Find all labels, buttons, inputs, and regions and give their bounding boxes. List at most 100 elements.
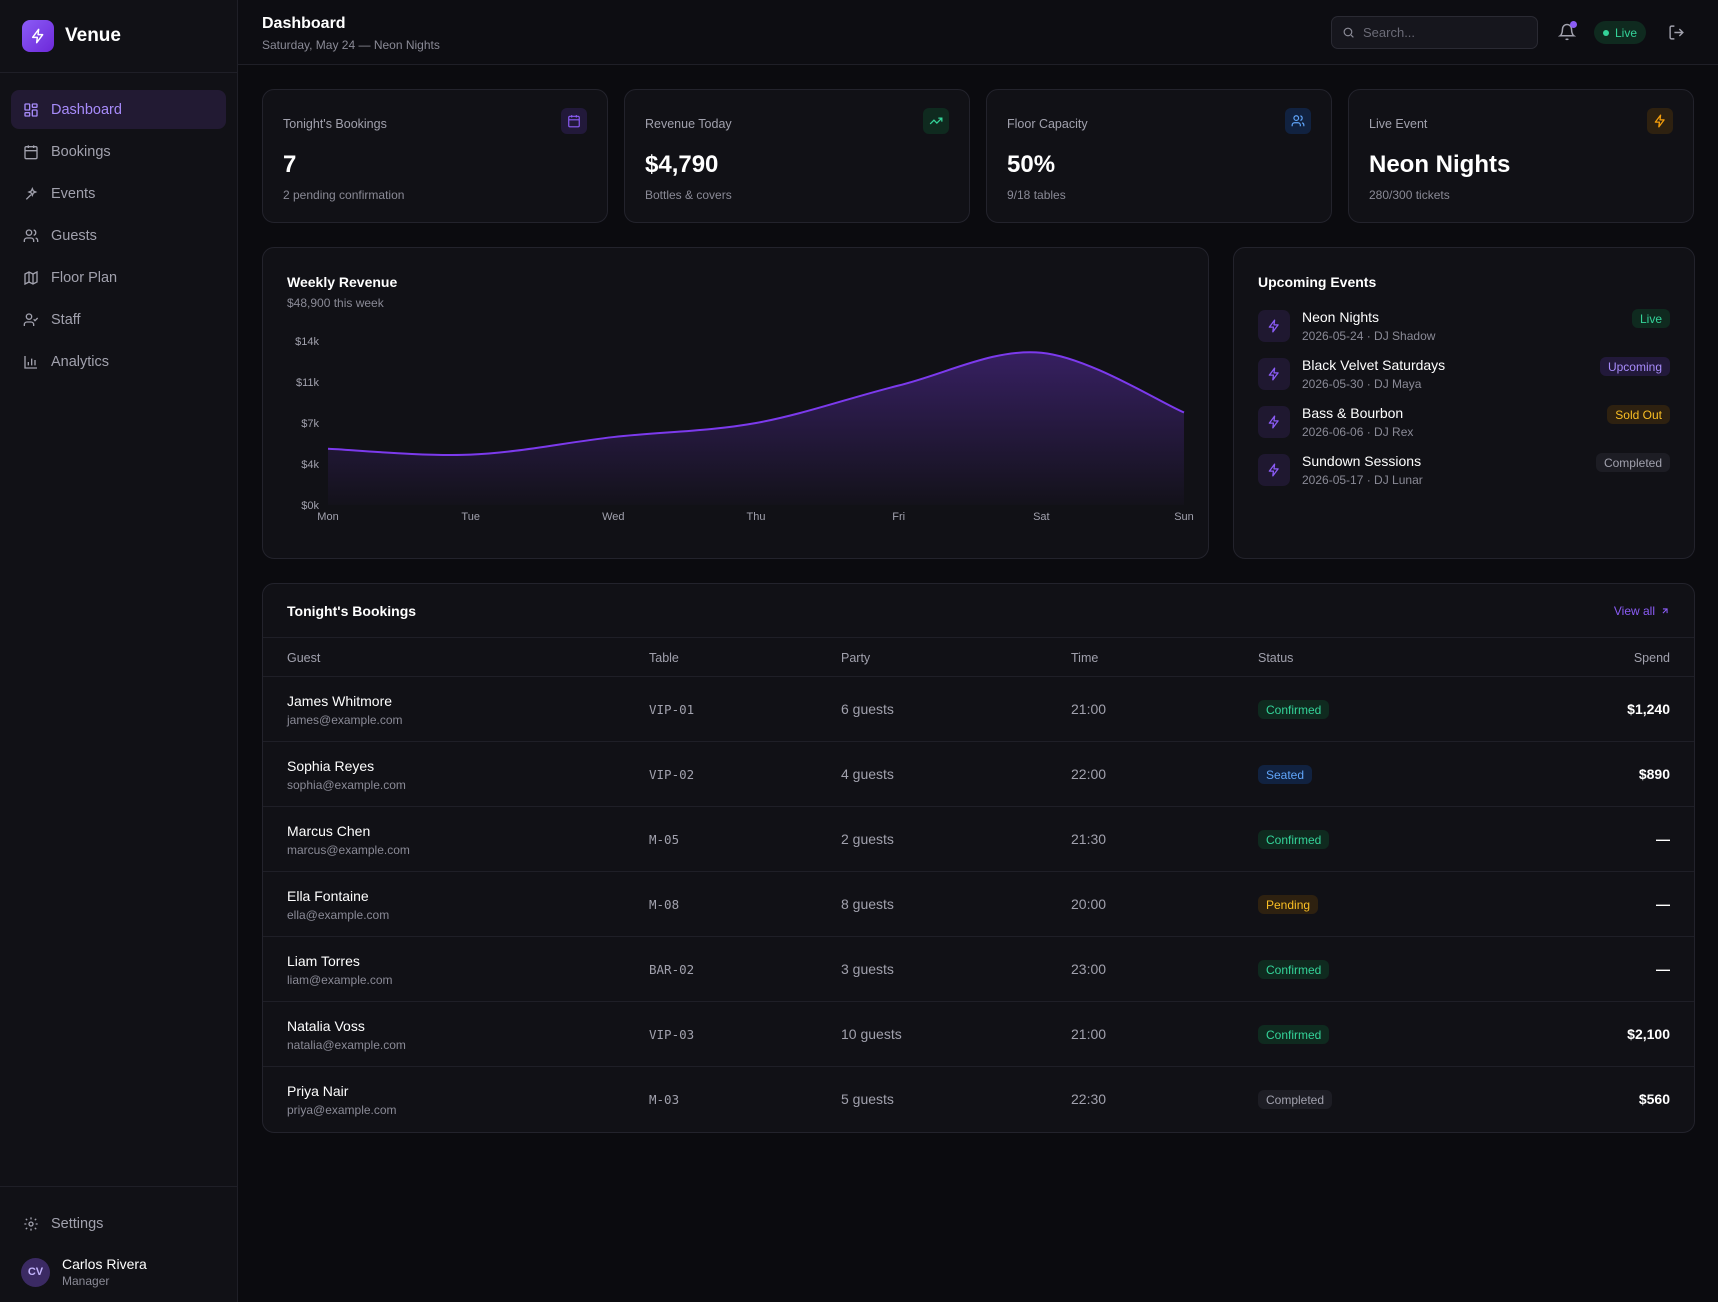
users-icon: [1285, 108, 1311, 134]
party-size: 6 guests: [841, 701, 894, 717]
sidebar-item-label: Staff: [51, 311, 81, 328]
table-row[interactable]: Sophia Reyes sophia@example.com VIP-02 4 gu…: [263, 742, 1694, 807]
party-size: 2 guests: [841, 831, 894, 847]
zap-icon: [22, 20, 54, 52]
column-header-status: Status: [1258, 651, 1294, 665]
column-header-time: Time: [1071, 651, 1099, 665]
party-size: 5 guests: [841, 1091, 894, 1107]
status-badge: Upcoming: [1599, 357, 1670, 376]
live-dot-icon: [1603, 29, 1609, 36]
dashboard-icon: [24, 102, 38, 117]
sidebar-item-guests[interactable]: Guests: [11, 216, 226, 255]
upcoming-events-card: Upcoming Events Neon Nights 2026-05-24 ·…: [1233, 247, 1695, 559]
sidebar-item-label: Events: [51, 185, 96, 202]
x-tick-label: Thu: [747, 511, 766, 523]
live-label: Live: [1615, 25, 1638, 40]
event-meta: 2026-06-06 · DJ Rex: [1302, 425, 1414, 439]
brand[interactable]: Venue: [0, 0, 237, 73]
table-row[interactable]: James Whitmore james@example.com VIP-01 6 g…: [263, 677, 1694, 742]
event-meta: 2026-05-30 · DJ Maya: [1302, 377, 1422, 391]
stat-sub: 2 pending confirmation: [283, 188, 405, 202]
sidebar-item-events[interactable]: Events: [11, 174, 226, 213]
stat-value: 50%: [1007, 151, 1056, 178]
view-all-label: View all: [1613, 603, 1655, 618]
status-badge: Confirmed: [1258, 700, 1330, 719]
weekly-revenue-card: Weekly Revenue $48,900 this week $0k $4k $…: [262, 247, 1209, 559]
sidebar-item-analytics[interactable]: Analytics: [11, 342, 226, 381]
status-badge: Completed: [1258, 1090, 1333, 1109]
search-input[interactable]: [1363, 25, 1523, 40]
booking-time: 21:30: [1071, 831, 1107, 847]
guest-email: liam@example.com: [287, 973, 393, 987]
search-icon: [1343, 27, 1354, 38]
event-item[interactable]: Bass & Bourbon 2026-06-06 · DJ Rex Sold …: [1258, 403, 1670, 441]
revenue-line: [327, 351, 1185, 456]
stat-sub: 9/18 tables: [1007, 188, 1066, 202]
sidebar-item-label: Analytics: [51, 353, 110, 370]
status-badge: Seated: [1258, 765, 1313, 784]
sidebar: Venue Dashboard Bookings Events Guests F…: [0, 0, 238, 1302]
revenue-point: [610, 434, 616, 440]
user-name: Carlos Rivera: [62, 1256, 147, 1272]
event-item[interactable]: Neon Nights 2026-05-24 · DJ Shadow Live: [1258, 307, 1670, 345]
trending-up-icon: [923, 108, 949, 134]
sidebar-item-bookings[interactable]: Bookings: [11, 132, 226, 171]
notification-dot: [1570, 21, 1577, 28]
sidebar-item-settings[interactable]: Settings: [11, 1204, 226, 1243]
sidebar-nav: Dashboard Bookings Events Guests Floor P…: [0, 73, 237, 381]
event-name: Neon Nights: [1302, 309, 1380, 325]
topbar: Dashboard Saturday, May 24 — Neon Nights…: [238, 0, 1718, 65]
bell-icon: [1557, 23, 1577, 41]
sidebar-footer: Settings CV Carlos Rivera Manager: [0, 1186, 237, 1288]
revenue-point: [1038, 350, 1044, 356]
view-all-link[interactable]: View all: [1614, 604, 1670, 618]
page-title: Dashboard: [262, 15, 346, 32]
stat-value: 7: [283, 151, 297, 178]
table-row[interactable]: Liam Torres liam@example.com BAR-02 3 guest…: [263, 937, 1694, 1002]
event-meta: 2026-05-24 · DJ Shadow: [1302, 329, 1436, 343]
event-item[interactable]: Sundown Sessions 2026-05-17 · DJ Lunar C…: [1258, 451, 1670, 489]
sidebar-item-staff[interactable]: Staff: [11, 300, 226, 339]
stat-label: Live Event: [1369, 117, 1428, 131]
booking-time: 23:00: [1071, 961, 1107, 977]
table-code: VIP-03: [649, 1027, 695, 1042]
user-role: Manager: [62, 1274, 110, 1288]
table-row[interactable]: Priya Nair priya@example.com M-03 5 guests 2…: [263, 1067, 1694, 1132]
x-tick-label: Sun: [1174, 511, 1194, 523]
search-box[interactable]: [1331, 16, 1538, 49]
sidebar-item-label: Dashboard: [51, 101, 122, 118]
x-tick-label: Sat: [1033, 511, 1050, 523]
event-item[interactable]: Black Velvet Saturdays 2026-05-30 · DJ M…: [1258, 355, 1670, 393]
sidebar-item-floor-plan[interactable]: Floor Plan: [11, 258, 226, 297]
user-check-icon: [23, 312, 39, 326]
party-size: 8 guests: [841, 896, 894, 912]
arrow-up-right-icon: [1662, 607, 1668, 613]
logout-button[interactable]: [1668, 24, 1685, 41]
zap-icon: [1258, 406, 1290, 438]
spend-value: —: [1656, 896, 1670, 912]
sidebar-item-dashboard[interactable]: Dashboard: [11, 90, 226, 129]
notifications-button[interactable]: [1557, 21, 1577, 41]
sidebar-item-label: Floor Plan: [51, 269, 118, 286]
spend-value: $560: [1638, 1091, 1670, 1107]
table-row[interactable]: Natalia Voss natalia@example.com VIP-03 10 …: [263, 1002, 1694, 1067]
stat-card-live-event: Live Event Neon Nights 280/300 tickets: [1348, 89, 1694, 223]
table-row[interactable]: Marcus Chen marcus@example.com M-05 2 guest…: [263, 807, 1694, 872]
card-title: Upcoming Events: [1258, 274, 1377, 290]
guest-name: Priya Nair: [287, 1083, 349, 1099]
booking-time: 22:00: [1071, 766, 1107, 782]
guest-email: james@example.com: [287, 713, 403, 727]
guest-email: ella@example.com: [287, 908, 390, 922]
calendar-icon: [561, 108, 587, 134]
stat-value: $4,790: [645, 151, 719, 178]
stat-label: Revenue Today: [645, 117, 732, 131]
guest-email: priya@example.com: [287, 1103, 397, 1117]
status-badge: Completed: [1595, 453, 1670, 472]
table-row[interactable]: Ella Fontaine ella@example.com M-08 8 guest…: [263, 872, 1694, 937]
column-header-party: Party: [841, 651, 871, 665]
bookings-table-card: Tonight's Bookings View all Guest Table …: [262, 583, 1695, 1133]
spend-value: $1,240: [1627, 701, 1670, 717]
brand-name: Venue: [65, 25, 121, 46]
user-profile[interactable]: CV Carlos Rivera Manager: [11, 1256, 226, 1288]
guest-name: Sophia Reyes: [287, 758, 375, 774]
